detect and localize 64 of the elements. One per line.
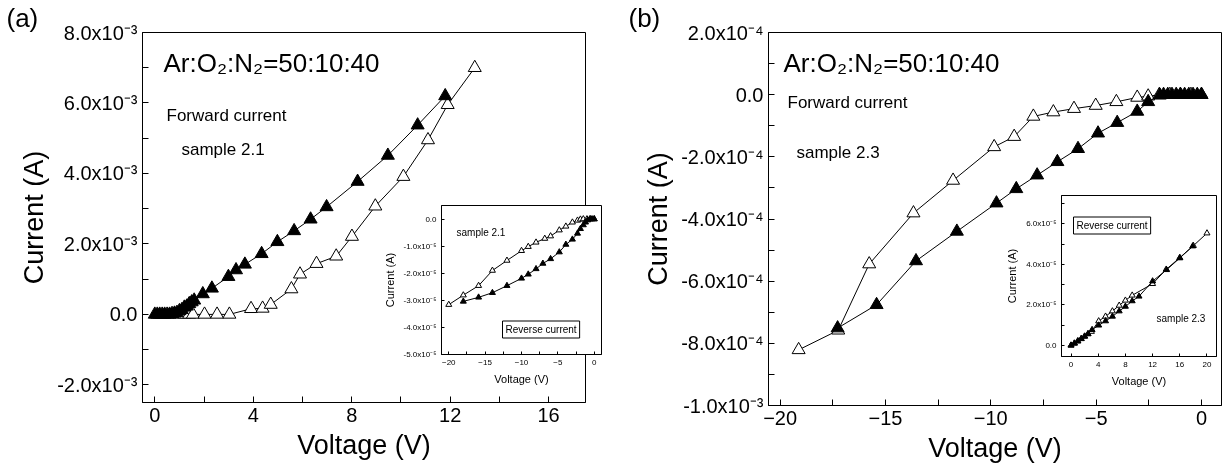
annotation: sample 2.1 xyxy=(456,227,506,238)
x-tick-label: 0 xyxy=(1068,359,1074,369)
annotation: Reverse current xyxy=(1076,220,1148,231)
x-tick-label: −20 xyxy=(441,357,457,367)
y-tick-label: 2.0x10⁻³ xyxy=(63,232,138,255)
annotation: Reverse current xyxy=(505,324,577,335)
x-axis-title: Voltage (V) xyxy=(928,432,1062,463)
x-tick-label: 0 xyxy=(1195,406,1208,429)
y-tick-label: 4.0x10⁻³ xyxy=(63,162,138,185)
y-tick-label: 0.0 xyxy=(1045,340,1058,350)
x-axis-title: Voltage (V) xyxy=(1111,374,1167,387)
y-tick-label: -2.0x10⁻⁵ xyxy=(403,268,437,278)
y-tick-label: -6.0x10⁻⁴ xyxy=(681,270,764,293)
x-tick-label: 8 xyxy=(1123,359,1129,369)
x-tick-label: −20 xyxy=(763,406,798,429)
x-tick-label: −15 xyxy=(868,406,903,429)
y-tick-label: -2.0x10⁻³ xyxy=(57,373,138,396)
y-tick-label: -5.0x10⁻⁵ xyxy=(403,350,437,359)
x-tick-label: 12 xyxy=(439,403,462,426)
y-tick-label: -4.0x10⁻⁴ xyxy=(681,208,764,230)
y-tick-label: 2.0x10⁻⁴ xyxy=(687,21,764,44)
x-tick-label: 16 xyxy=(1175,359,1185,369)
y-tick-label: -8.0x10⁻⁴ xyxy=(681,332,764,355)
annotation: Forward current xyxy=(787,93,908,112)
x-tick-label: −15 xyxy=(478,357,493,367)
annotation: Forward current xyxy=(166,106,287,125)
y-tick-label: 0.0 xyxy=(735,83,764,106)
y-tick-label: -4.0x10⁻⁵ xyxy=(403,322,437,332)
x-tick-label: 4 xyxy=(1095,359,1101,369)
annotation: sample 2.1 xyxy=(181,140,265,159)
y-tick-label: -1.0x10⁻⁵ xyxy=(403,241,437,251)
y-tick-label: 0.0 xyxy=(109,303,138,326)
annotation: sample 2.3 xyxy=(1156,313,1206,324)
y-tick-label: 8.0x10⁻³ xyxy=(63,21,138,44)
y-tick-label: 0.0 xyxy=(425,214,438,224)
x-tick-label: −10 xyxy=(514,357,529,367)
x-tick-label: 16 xyxy=(537,403,560,426)
y-tick-label: 2.0x10⁻⁵ xyxy=(1026,300,1057,310)
y-axis-title: Current (A) xyxy=(643,152,674,286)
x-axis-title: Voltage (V) xyxy=(297,429,431,460)
y-tick-label: 4.0x10⁻⁵ xyxy=(1026,259,1057,269)
y-axis-title: Current (A) xyxy=(19,150,50,285)
annotation: Ar:O₂:N₂=50:10:40 xyxy=(163,47,380,78)
x-axis-title: Voltage (V) xyxy=(494,372,549,385)
x-tick-label: 8 xyxy=(346,403,358,426)
x-tick-label: −5 xyxy=(553,357,563,367)
y-tick-label: -1.0x10⁻³ xyxy=(683,394,764,417)
y-tick-label: -2.0x10⁻⁴ xyxy=(681,145,764,168)
y-axis-title: Current (A) xyxy=(383,252,396,308)
x-tick-label: 20 xyxy=(1202,359,1212,369)
x-tick-label: 4 xyxy=(247,403,259,426)
x-tick-label: −5 xyxy=(1084,406,1108,429)
x-tick-label: 0 xyxy=(149,403,161,426)
x-tick-label: −10 xyxy=(973,406,1008,429)
y-tick-label: 6.0x10⁻⁵ xyxy=(1026,219,1057,229)
y-axis-title: Current (A) xyxy=(1006,248,1019,304)
y-tick-label: 6.0x10⁻³ xyxy=(63,91,138,114)
text: (b) xyxy=(628,2,661,33)
annotation: sample 2.3 xyxy=(796,143,880,162)
x-tick-label: 0 xyxy=(592,357,597,367)
x-tick-label: 12 xyxy=(1148,359,1158,369)
annotation: Ar:O₂:N₂=50:10:40 xyxy=(783,47,1000,78)
text: (a) xyxy=(6,2,39,33)
y-tick-label: -3.0x10⁻⁵ xyxy=(403,295,437,305)
